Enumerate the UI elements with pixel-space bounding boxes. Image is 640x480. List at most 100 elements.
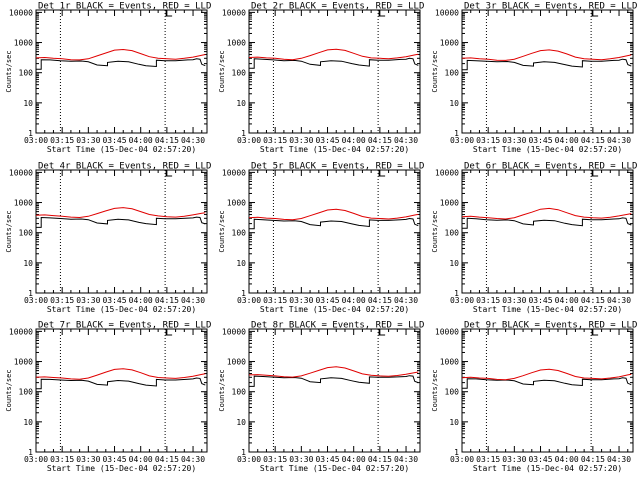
x-tick-label: 03:45 [528,455,552,464]
x-tick-label: 04:30 [607,136,631,145]
x-tick-label: 03:30 [76,455,100,464]
y-tick-label: 1000 [440,358,459,367]
x-tick-label: 03:30 [502,296,526,305]
x-tick-label: 03:45 [315,455,339,464]
plot-frame [248,328,421,453]
plot-frame [248,169,421,294]
detector-panel-3: Det 3r BLACK = Events, RED = LLD 1 10 100 10… [431,2,637,155]
y-tick-label: 1 [241,289,246,298]
detector-panel-1: Det 1r BLACK = Events, RED = LLD 1 10 100 10… [5,2,211,155]
x-tick-label: 03:45 [315,296,339,305]
x-tick-label: 03:00 [450,296,474,305]
y-axis-label: Counts/sec [431,369,439,411]
y-tick-label: 10 [236,99,246,108]
y-tick-label: 10 [449,259,459,268]
panel-title: Det 7r BLACK = Events, RED = LLD [38,321,211,331]
x-tick-label: 04:30 [394,296,418,305]
series-line-lld [35,48,206,61]
x-tick-label: 04:30 [181,296,205,305]
x-tick-label: 03:30 [289,455,313,464]
panel-title: Det 5r BLACK = Events, RED = LLD [251,162,424,172]
x-tick-label: 04:15 [581,455,605,464]
x-tick-label: 03:45 [102,136,126,145]
x-axis-label: Start Time (15-Dec-04 02:57:20) [473,305,622,314]
x-tick-label: 03:15 [50,136,74,145]
x-tick-label: 03:15 [50,455,74,464]
y-tick-label: 10000 [9,8,33,17]
y-tick-label: 1000 [440,39,459,48]
series-line-lld [35,368,206,380]
y-tick-label: 1000 [227,358,246,367]
interval-bracket-marker [378,329,386,336]
y-tick-label: 100 [19,388,34,397]
series-line-lld [461,368,632,381]
y-tick-label: 1 [28,448,33,457]
y-tick-label: 10 [236,259,246,268]
x-tick-label: 04:30 [181,136,205,145]
y-tick-label: 1 [28,129,33,138]
panel-title: Det 3r BLACK = Events, RED = LLD [464,2,637,12]
x-tick-label: 03:15 [476,455,500,464]
x-tick-label: 03:00 [24,136,48,145]
y-tick-label: 10000 [222,8,246,17]
series-line-lld [461,207,632,220]
interval-bracket-marker [591,10,599,17]
x-tick-label: 04:00 [555,296,579,305]
y-tick-label: 100 [232,69,247,78]
y-tick-label: 100 [445,229,460,238]
x-tick-label: 03:30 [76,296,100,305]
x-tick-label: 03:45 [528,136,552,145]
x-tick-label: 03:30 [502,136,526,145]
x-tick-label: 03:45 [528,296,552,305]
y-tick-label: 10000 [435,8,459,17]
x-tick-label: 04:15 [368,296,392,305]
x-tick-label: 03:30 [502,455,526,464]
series-line-events [249,375,419,387]
x-tick-label: 04:00 [342,136,366,145]
x-axis-label: Start Time (15-Dec-04 02:57:20) [260,145,409,154]
plot-frame [35,328,208,453]
x-tick-label: 04:15 [155,296,179,305]
detector-panel-7: Det 7r BLACK = Events, RED = LLD 1 10 100 10… [5,321,211,474]
y-tick-label: 100 [19,69,34,78]
series-line-events [36,58,206,70]
y-axis-label: Counts/sec [431,210,439,252]
y-axis-label: Counts/sec [5,369,13,411]
x-axis-label: Start Time (15-Dec-04 02:57:20) [47,305,196,314]
panel-title: Det 2r BLACK = Events, RED = LLD [251,2,424,12]
series-line-events [249,217,419,230]
y-tick-label: 1 [454,448,459,457]
x-tick-label: 04:30 [394,455,418,464]
x-tick-label: 04:15 [581,136,605,145]
x-tick-label: 03:00 [237,136,261,145]
y-tick-label: 100 [232,388,247,397]
plot-frame [461,328,634,453]
x-tick-label: 03:00 [24,296,48,305]
interval-bracket-marker [378,10,386,17]
y-tick-label: 1000 [14,199,33,208]
x-tick-label: 03:00 [237,455,261,464]
y-tick-label: 1000 [14,358,33,367]
detector-panel-2: Det 2r BLACK = Events, RED = LLD 1 10 100 10… [218,2,424,155]
series-line-lld [35,207,206,219]
interval-bracket-marker [591,170,599,177]
interval-bracket-marker [378,170,386,177]
detector-panel-9: Det 9r BLACK = Events, RED = LLD 1 10 100 10… [431,321,637,474]
y-tick-label: 10 [449,418,459,427]
series-line-lld [248,208,419,221]
x-tick-label: 03:45 [315,136,339,145]
x-axis-label: Start Time (15-Dec-04 02:57:20) [47,145,196,154]
y-tick-label: 1 [28,289,33,298]
y-axis-label: Counts/sec [218,210,226,252]
series-line-events [36,216,206,228]
x-tick-label: 03:00 [450,455,474,464]
y-tick-label: 100 [445,69,460,78]
y-tick-label: 1000 [227,39,246,48]
x-tick-label: 03:30 [289,296,313,305]
y-tick-label: 1000 [227,199,246,208]
x-tick-label: 04:00 [129,455,153,464]
x-tick-label: 03:15 [263,455,287,464]
series-line-lld [248,48,419,61]
interval-bracket-marker [165,329,173,336]
series-line-events [249,57,419,69]
